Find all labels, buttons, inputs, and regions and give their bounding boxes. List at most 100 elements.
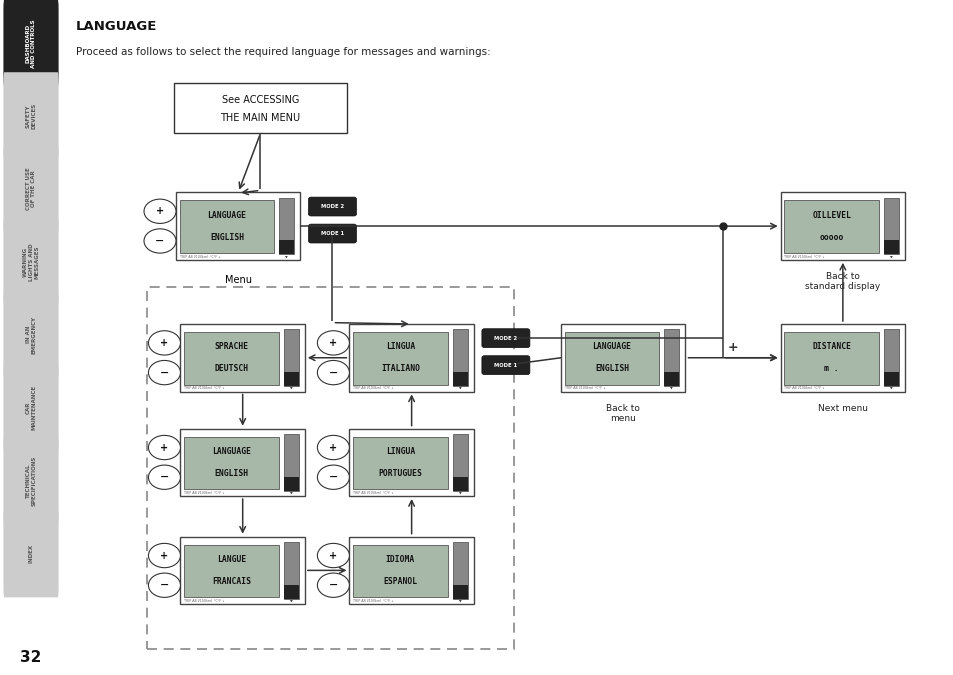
Text: See ACCESSING: See ACCESSING xyxy=(221,95,299,105)
Text: ENGLISH: ENGLISH xyxy=(214,469,249,478)
Bar xyxy=(147,287,514,649)
FancyBboxPatch shape xyxy=(780,192,904,260)
FancyBboxPatch shape xyxy=(353,332,447,385)
FancyBboxPatch shape xyxy=(283,585,298,599)
FancyBboxPatch shape xyxy=(663,329,679,386)
Circle shape xyxy=(149,435,180,460)
Text: ooooo: ooooo xyxy=(819,233,843,242)
Text: TRIP AB l/100kml  °C°F ↓: TRIP AB l/100kml °C°F ↓ xyxy=(184,491,225,495)
Text: +: + xyxy=(160,443,169,452)
Circle shape xyxy=(149,331,180,355)
FancyBboxPatch shape xyxy=(453,477,467,491)
Text: +: + xyxy=(160,551,169,560)
Text: ▼: ▼ xyxy=(290,599,293,603)
FancyBboxPatch shape xyxy=(283,542,298,599)
FancyBboxPatch shape xyxy=(180,537,305,604)
Text: ENGLISH: ENGLISH xyxy=(595,364,628,373)
Text: 32: 32 xyxy=(20,650,42,665)
Text: Proceed as follows to select the required language for messages and warnings:: Proceed as follows to select the require… xyxy=(75,47,490,57)
Text: LANGUE: LANGUE xyxy=(216,555,246,564)
Text: TRIP AB l/100kml  °C°F ↓: TRIP AB l/100kml °C°F ↓ xyxy=(184,599,225,603)
Text: LANGUAGE: LANGUAGE xyxy=(592,342,631,352)
Text: MODE 1: MODE 1 xyxy=(320,231,344,236)
Text: MODE 2: MODE 2 xyxy=(494,335,517,341)
Text: DISTANCE: DISTANCE xyxy=(811,342,850,352)
FancyBboxPatch shape xyxy=(4,364,58,452)
Circle shape xyxy=(149,573,180,597)
Text: Back to
menu: Back to menu xyxy=(606,404,639,423)
Circle shape xyxy=(317,435,349,460)
Text: LANGUAGE: LANGUAGE xyxy=(212,447,251,456)
Circle shape xyxy=(144,199,175,223)
FancyBboxPatch shape xyxy=(184,545,278,597)
FancyBboxPatch shape xyxy=(564,332,659,385)
Text: CAR
MAINTENANCE: CAR MAINTENANCE xyxy=(26,385,36,430)
Text: ENGLISH: ENGLISH xyxy=(210,233,244,242)
Text: SPRACHE: SPRACHE xyxy=(214,342,249,352)
Text: +: + xyxy=(160,338,169,348)
Text: ▼: ▼ xyxy=(290,387,293,391)
Text: OILLEVEL: OILLEVEL xyxy=(811,211,850,220)
FancyBboxPatch shape xyxy=(4,72,58,160)
Text: +: + xyxy=(155,207,164,216)
Text: TRIP AB l/100kml  °C°F ↓: TRIP AB l/100kml °C°F ↓ xyxy=(353,491,394,495)
Text: LINGUA: LINGUA xyxy=(385,447,415,456)
FancyBboxPatch shape xyxy=(453,434,467,491)
FancyBboxPatch shape xyxy=(353,545,447,597)
FancyBboxPatch shape xyxy=(453,329,467,386)
Text: DEUTSCH: DEUTSCH xyxy=(214,364,249,373)
FancyBboxPatch shape xyxy=(283,329,298,386)
FancyBboxPatch shape xyxy=(783,332,878,385)
FancyBboxPatch shape xyxy=(4,291,58,379)
FancyBboxPatch shape xyxy=(283,372,298,386)
Circle shape xyxy=(149,360,180,385)
FancyBboxPatch shape xyxy=(453,372,467,386)
Circle shape xyxy=(317,360,349,385)
Circle shape xyxy=(144,229,175,253)
Text: −: − xyxy=(329,580,337,590)
FancyBboxPatch shape xyxy=(4,0,58,87)
Text: FRANCAIS: FRANCAIS xyxy=(212,577,251,586)
FancyBboxPatch shape xyxy=(4,145,58,233)
Text: Next menu: Next menu xyxy=(817,404,867,412)
Text: LANGUAGE: LANGUAGE xyxy=(208,211,246,220)
FancyBboxPatch shape xyxy=(349,537,474,604)
Circle shape xyxy=(317,543,349,568)
FancyBboxPatch shape xyxy=(663,372,679,386)
Text: THE MAIN MENU: THE MAIN MENU xyxy=(220,113,300,123)
Text: TRIP AB l/100kml  °C°F ↓: TRIP AB l/100kml °C°F ↓ xyxy=(179,254,220,259)
Text: −: − xyxy=(159,580,169,590)
FancyBboxPatch shape xyxy=(283,477,298,491)
Circle shape xyxy=(317,331,349,355)
Text: TECHNICAL
SPECIFICATIONS: TECHNICAL SPECIFICATIONS xyxy=(26,456,36,506)
Text: +: + xyxy=(329,551,337,560)
FancyBboxPatch shape xyxy=(184,437,278,489)
FancyBboxPatch shape xyxy=(453,542,467,599)
Text: TRIP AB l/100kml  °C°F ↓: TRIP AB l/100kml °C°F ↓ xyxy=(564,386,605,390)
FancyBboxPatch shape xyxy=(353,437,447,489)
Text: CORRECT USE
OF THE CAR: CORRECT USE OF THE CAR xyxy=(26,167,36,211)
Text: ▼: ▼ xyxy=(889,387,892,391)
Text: Back to
standard display: Back to standard display xyxy=(804,272,880,292)
FancyBboxPatch shape xyxy=(883,329,898,386)
Text: TRIP AB l/100kml  °C°F ↓: TRIP AB l/100kml °C°F ↓ xyxy=(783,254,824,259)
FancyBboxPatch shape xyxy=(453,585,467,599)
Circle shape xyxy=(149,543,180,568)
Text: IN AN
EMERGENCY: IN AN EMERGENCY xyxy=(26,316,36,354)
Text: TRIP AB l/100kml  °C°F ↓: TRIP AB l/100kml °C°F ↓ xyxy=(353,386,394,390)
FancyBboxPatch shape xyxy=(180,429,305,496)
FancyBboxPatch shape xyxy=(184,332,278,385)
Text: +: + xyxy=(329,443,337,452)
Text: ▼: ▼ xyxy=(889,255,892,259)
Text: −: − xyxy=(329,472,337,482)
FancyBboxPatch shape xyxy=(883,372,898,386)
Text: ▼: ▼ xyxy=(458,387,461,391)
Text: ▼: ▼ xyxy=(290,491,293,495)
Text: ▼: ▼ xyxy=(285,255,288,259)
Text: DASHBOARD
AND CONTROLS: DASHBOARD AND CONTROLS xyxy=(26,19,36,68)
Circle shape xyxy=(149,465,180,489)
Text: −: − xyxy=(159,368,169,377)
Text: ITALIANO: ITALIANO xyxy=(380,364,419,373)
FancyBboxPatch shape xyxy=(560,324,685,392)
Text: ▼: ▼ xyxy=(458,599,461,603)
